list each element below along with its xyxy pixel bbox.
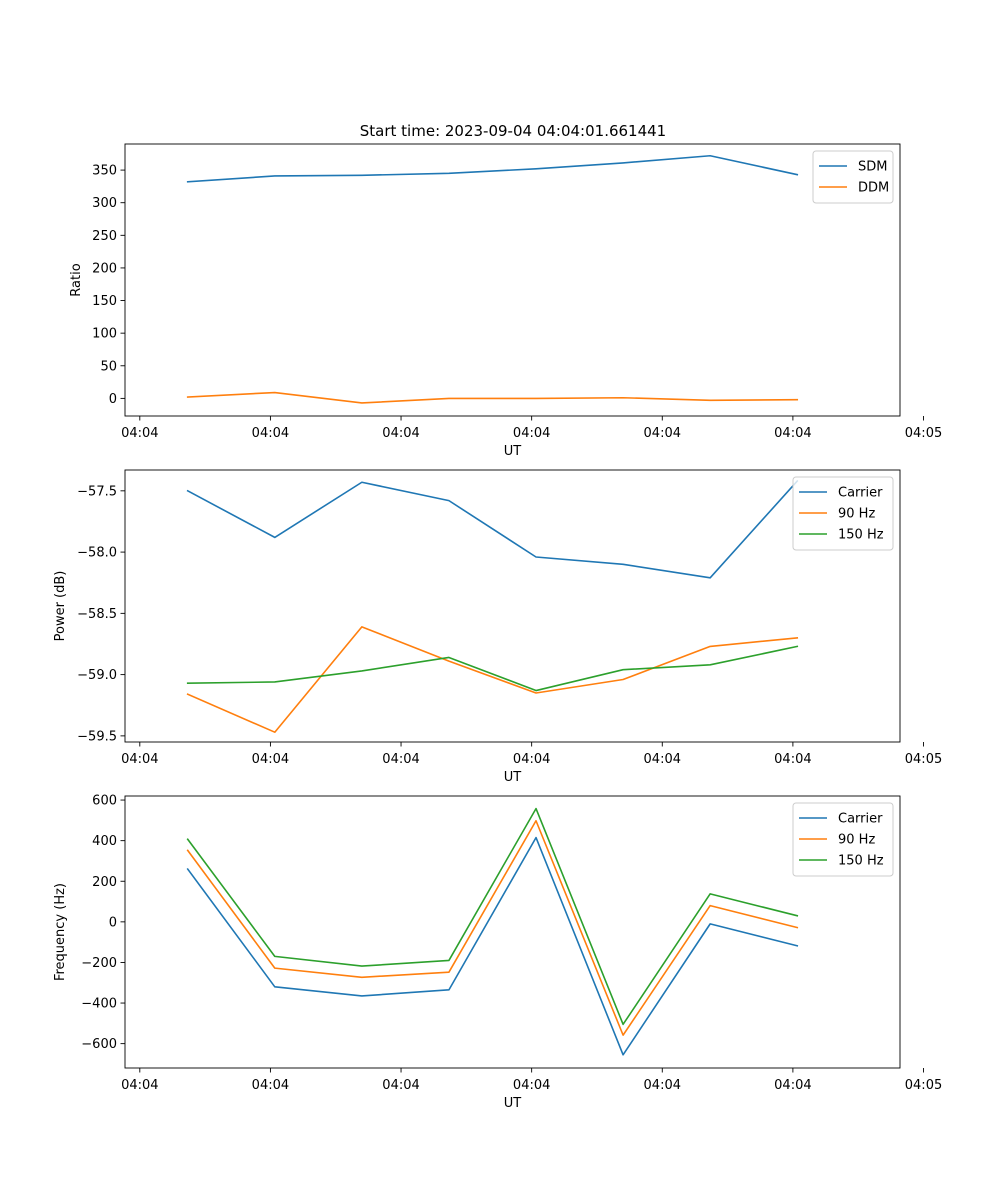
x-axis-label: UT bbox=[504, 444, 522, 459]
x-tick-label: 04:04 bbox=[252, 426, 289, 441]
y-tick-label: 250 bbox=[92, 229, 117, 244]
x-axis-label: UT bbox=[504, 1096, 522, 1111]
x-tick-label: 04:04 bbox=[382, 752, 419, 767]
y-tick-label: −200 bbox=[81, 956, 117, 971]
x-tick-label: 04:04 bbox=[252, 752, 289, 767]
x-tick-label: 04:04 bbox=[382, 1078, 419, 1093]
x-tick-label: 04:04 bbox=[382, 426, 419, 441]
y-tick-label: −57.5 bbox=[77, 484, 117, 499]
x-tick-label: 04:05 bbox=[905, 426, 942, 441]
figure-title: Start time: 2023-09-04 04:04:01.661441 bbox=[360, 122, 666, 140]
x-tick-label: 04:04 bbox=[121, 752, 158, 767]
y-axis-label: Power (dB) bbox=[53, 571, 68, 642]
y-tick-label: 100 bbox=[92, 327, 117, 342]
legend-label: 150 Hz bbox=[838, 528, 884, 543]
y-tick-label: 200 bbox=[92, 261, 117, 276]
legend-label: 90 Hz bbox=[838, 507, 875, 522]
y-tick-label: 600 bbox=[92, 794, 117, 809]
y-tick-label: 350 bbox=[92, 164, 117, 179]
x-tick-label: 04:04 bbox=[513, 426, 550, 441]
axes-frame bbox=[124, 795, 901, 1069]
legend-box bbox=[792, 802, 894, 877]
y-tick-label: 0 bbox=[109, 392, 117, 407]
series-line-150-hz bbox=[186, 645, 799, 692]
axes-frame bbox=[124, 143, 901, 417]
series-line-ddm bbox=[186, 391, 799, 404]
y-tick-label: 300 bbox=[92, 196, 117, 211]
y-tick-label: 200 bbox=[92, 875, 117, 890]
series-line-150-hz bbox=[186, 807, 799, 1026]
y-tick-label: −58.0 bbox=[77, 546, 117, 561]
x-tick-label: 04:05 bbox=[905, 752, 942, 767]
series-line-sdm bbox=[186, 154, 799, 183]
x-tick-label: 04:04 bbox=[644, 1078, 681, 1093]
x-tick-label: 04:04 bbox=[121, 1078, 158, 1093]
legend-label: Carrier bbox=[838, 486, 883, 501]
y-tick-label: −59.5 bbox=[77, 729, 117, 744]
x-axis-label: UT bbox=[504, 770, 522, 785]
legend-box bbox=[792, 476, 894, 551]
x-tick-label: 04:04 bbox=[513, 752, 550, 767]
legend-label: 150 Hz bbox=[838, 854, 884, 869]
y-tick-label: 0 bbox=[109, 915, 117, 930]
x-tick-label: 04:04 bbox=[644, 426, 681, 441]
legend: SDM DDM bbox=[812, 150, 894, 204]
x-tick-label: 04:04 bbox=[774, 1078, 811, 1093]
charts-container: 04:04 04:04 04:04 04:04 04:04 04:04 04:05 0 50 10… bbox=[53, 143, 942, 1111]
y-tick-label: −400 bbox=[81, 997, 117, 1012]
y-tick-label: 400 bbox=[92, 834, 117, 849]
legend-label: Carrier bbox=[838, 812, 883, 827]
y-tick-label: −58.5 bbox=[77, 607, 117, 622]
legend: Carrier 90 Hz 150 Hz bbox=[792, 476, 894, 551]
x-tick-label: 04:04 bbox=[121, 426, 158, 441]
legend-label: 90 Hz bbox=[838, 833, 875, 848]
x-tick-label: 04:04 bbox=[252, 1078, 289, 1093]
y-axis-label: Frequency (Hz) bbox=[53, 883, 68, 981]
x-tick-label: 04:04 bbox=[774, 752, 811, 767]
x-tick-label: 04:05 bbox=[905, 1078, 942, 1093]
legend-label: DDM bbox=[858, 181, 889, 196]
x-tick-label: 04:04 bbox=[774, 426, 811, 441]
x-tick-label: 04:04 bbox=[644, 752, 681, 767]
legend-box bbox=[812, 150, 894, 204]
legend: Carrier 90 Hz 150 Hz bbox=[792, 802, 894, 877]
y-axis-label: Ratio bbox=[69, 263, 84, 296]
series-line-carrier bbox=[186, 836, 799, 1056]
y-tick-label: −600 bbox=[81, 1037, 117, 1052]
chart-panel-1: 04:04 04:04 04:04 04:04 04:04 04:04 04:05 0 50 10… bbox=[69, 143, 942, 459]
axes-frame bbox=[124, 469, 901, 743]
y-tick-label: −59.0 bbox=[77, 668, 117, 683]
legend-label: SDM bbox=[858, 160, 887, 175]
chart-panel-2: 04:04 04:04 04:04 04:04 04:04 04:04 04:05 −59.5… bbox=[53, 469, 942, 785]
series-line-90-hz bbox=[186, 819, 799, 1036]
y-tick-label: 150 bbox=[92, 294, 117, 309]
y-tick-label: 50 bbox=[100, 359, 117, 374]
chart-panel-3: 04:04 04:04 04:04 04:04 04:04 04:04 04:05 −600 −… bbox=[53, 794, 942, 1111]
series-line-90-hz bbox=[186, 626, 799, 734]
series-line-carrier bbox=[186, 479, 799, 579]
x-tick-label: 04:04 bbox=[513, 1078, 550, 1093]
